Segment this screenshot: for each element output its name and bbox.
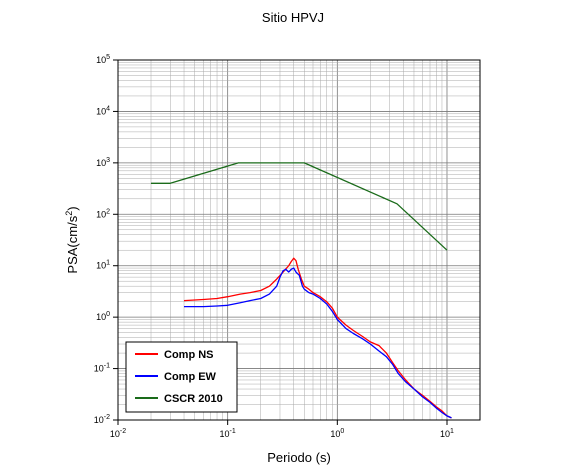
y-tick-exponent: -1	[104, 363, 110, 370]
y-tick-label: 103	[96, 157, 110, 168]
x-tick-exponent: -2	[120, 428, 126, 435]
y-axis-label-superscript: 2	[64, 211, 74, 216]
x-tick-base: 10	[440, 429, 450, 439]
y-tick-base: 10	[96, 158, 106, 168]
y-axis-label-base: PSA(cm/s	[65, 215, 80, 273]
y-tick-base: 10	[94, 364, 104, 374]
y-tick-exponent: -2	[104, 414, 110, 421]
x-axis-label: Periodo (s)	[267, 450, 331, 465]
y-tick-label: 101	[96, 260, 110, 271]
x-tick-base: 10	[330, 429, 340, 439]
y-tick-exponent: 4	[106, 105, 110, 112]
y-tick-base: 10	[96, 55, 106, 65]
y-tick-exponent: 5	[106, 54, 110, 61]
series-line-cscr-2010	[151, 162, 448, 251]
x-tick-base: 10	[110, 429, 120, 439]
x-tick-exponent: 1	[450, 428, 454, 435]
x-tick-label: 100	[330, 428, 344, 439]
y-tick-base: 10	[96, 261, 106, 271]
y-axis-label-tail: )	[65, 206, 80, 210]
legend-label: Comp NS	[164, 349, 214, 361]
y-tick-exponent: 3	[106, 157, 110, 164]
legend-label: Comp EW	[164, 371, 217, 383]
x-tick-exponent: 0	[340, 428, 344, 435]
y-tick-label: 104	[96, 105, 110, 116]
series-group	[151, 162, 452, 419]
x-tick-label: 10-2	[110, 428, 126, 439]
y-tick-base: 10	[96, 106, 106, 116]
series-line-comp-ew	[184, 267, 452, 419]
y-tick-exponent: 0	[106, 311, 110, 318]
y-tick-label: 10-1	[94, 363, 110, 374]
y-axis-label: PSA(cm/s2)	[64, 206, 80, 273]
legend-label: CSCR 2010	[164, 393, 223, 405]
y-tick-label: 10-2	[94, 414, 110, 425]
y-tick-base: 10	[94, 415, 104, 425]
y-tick-exponent: 2	[106, 208, 110, 215]
y-tick-base: 10	[96, 312, 106, 322]
plot-frame	[117, 59, 481, 421]
grid	[118, 60, 480, 420]
y-tick-base: 10	[96, 209, 106, 219]
x-tick-exponent: -1	[230, 428, 236, 435]
x-tick-label: 101	[440, 428, 454, 439]
chart-title: Sitio HPVJ	[262, 10, 324, 25]
x-tick-label: 10-1	[220, 428, 236, 439]
y-tick-label: 102	[96, 208, 110, 219]
legend: Comp NS Comp EW CSCR 2010	[125, 341, 238, 413]
y-tick-exponent: 1	[106, 260, 110, 267]
x-axis-ticks: 10-2 10-1 100 101	[110, 420, 454, 439]
y-tick-label: 105	[96, 54, 110, 65]
x-tick-base: 10	[220, 429, 230, 439]
y-tick-label: 100	[96, 311, 110, 322]
